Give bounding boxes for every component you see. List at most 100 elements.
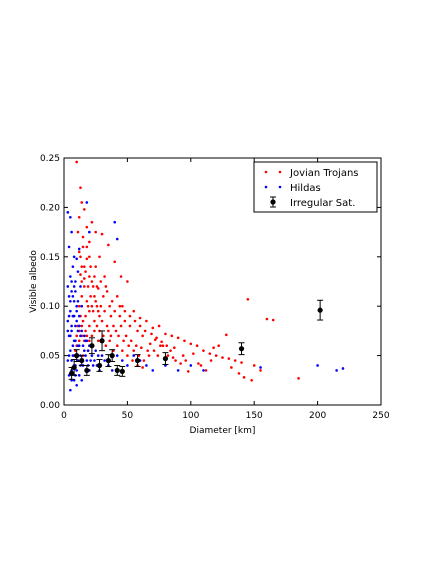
data-point bbox=[86, 349, 90, 352]
data-point bbox=[93, 319, 96, 323]
data-point bbox=[90, 304, 94, 308]
data-point bbox=[212, 346, 215, 349]
data-point bbox=[81, 344, 85, 348]
data-point bbox=[199, 364, 203, 367]
data-point bbox=[142, 359, 146, 362]
data-point bbox=[99, 338, 105, 344]
data-point bbox=[162, 355, 169, 362]
legend-marker bbox=[270, 199, 276, 205]
data-point bbox=[113, 309, 117, 313]
data-point bbox=[82, 334, 86, 338]
data-point bbox=[105, 290, 109, 293]
data-point bbox=[157, 324, 161, 328]
data-point bbox=[155, 336, 158, 340]
data-point bbox=[69, 275, 72, 278]
data-point bbox=[77, 250, 81, 254]
data-point bbox=[74, 280, 77, 283]
series-2 bbox=[68, 299, 324, 380]
data-point bbox=[119, 368, 125, 375]
data-point bbox=[98, 255, 101, 259]
data-point bbox=[115, 344, 119, 348]
data-point bbox=[84, 339, 87, 343]
data-point bbox=[81, 319, 85, 323]
data-point bbox=[124, 334, 128, 338]
data-point bbox=[94, 349, 97, 352]
data-point bbox=[93, 329, 96, 333]
data-point bbox=[72, 299, 76, 303]
data-point bbox=[71, 295, 75, 298]
data-point bbox=[252, 364, 256, 367]
data-point bbox=[141, 334, 144, 338]
legend-label: Irregular Sat. bbox=[290, 198, 355, 209]
data-point bbox=[84, 329, 87, 333]
data-point bbox=[90, 220, 94, 224]
y-tick-label: 0.25 bbox=[40, 154, 60, 164]
data-point bbox=[119, 275, 123, 278]
data-point bbox=[66, 319, 70, 323]
data-point bbox=[79, 273, 82, 276]
data-point bbox=[152, 349, 156, 352]
data-point bbox=[76, 329, 80, 333]
data-point bbox=[176, 369, 180, 372]
data-point bbox=[145, 364, 148, 367]
legend-marker bbox=[278, 170, 282, 174]
data-point bbox=[195, 344, 199, 348]
data-point bbox=[174, 359, 177, 362]
data-point bbox=[170, 334, 174, 338]
data-point bbox=[189, 342, 193, 346]
data-point bbox=[82, 277, 86, 280]
data-point bbox=[133, 319, 137, 323]
data-point bbox=[105, 324, 109, 328]
data-point bbox=[141, 366, 144, 369]
data-point bbox=[70, 280, 73, 283]
data-point bbox=[79, 285, 82, 288]
y-tick-label: 0.15 bbox=[40, 253, 60, 263]
data-point bbox=[82, 349, 86, 352]
data-point bbox=[150, 332, 153, 336]
data-point bbox=[77, 304, 81, 308]
data-point bbox=[192, 352, 195, 355]
data-point bbox=[138, 316, 142, 320]
y-tick-label: 0.05 bbox=[40, 352, 60, 362]
data-point bbox=[70, 230, 73, 234]
data-point bbox=[126, 354, 129, 357]
data-point bbox=[161, 344, 165, 348]
data-point bbox=[67, 245, 71, 249]
data-point bbox=[117, 334, 120, 338]
data-point bbox=[88, 255, 91, 259]
data-point bbox=[100, 354, 104, 357]
data-point bbox=[265, 317, 269, 321]
data-point bbox=[225, 333, 228, 337]
data-point bbox=[80, 280, 84, 283]
data-point bbox=[85, 334, 89, 338]
data-point bbox=[128, 314, 132, 318]
data-point bbox=[76, 230, 80, 234]
data-point bbox=[169, 349, 172, 352]
data-point bbox=[80, 295, 84, 298]
legend-marker bbox=[264, 185, 268, 189]
data-point bbox=[100, 319, 104, 323]
data-point bbox=[217, 344, 220, 348]
data-point bbox=[88, 309, 91, 313]
data-point bbox=[71, 265, 75, 268]
data-point bbox=[250, 379, 253, 382]
data-point bbox=[85, 225, 89, 229]
x-axis-label: Diameter [km] bbox=[190, 426, 256, 436]
data-point bbox=[164, 332, 167, 336]
data-point bbox=[153, 338, 157, 342]
data-point bbox=[114, 329, 118, 333]
data-point bbox=[66, 285, 70, 288]
data-point bbox=[75, 319, 78, 323]
data-point bbox=[103, 275, 106, 278]
data-point bbox=[132, 354, 136, 357]
y-tick-label: 0.00 bbox=[40, 401, 60, 411]
data-point bbox=[81, 235, 85, 239]
data-point bbox=[96, 362, 103, 369]
data-point bbox=[69, 334, 72, 338]
data-point bbox=[93, 295, 96, 298]
x-tick-label: 150 bbox=[246, 411, 263, 421]
data-point bbox=[85, 359, 89, 362]
data-point bbox=[77, 324, 81, 328]
data-point bbox=[91, 364, 95, 367]
